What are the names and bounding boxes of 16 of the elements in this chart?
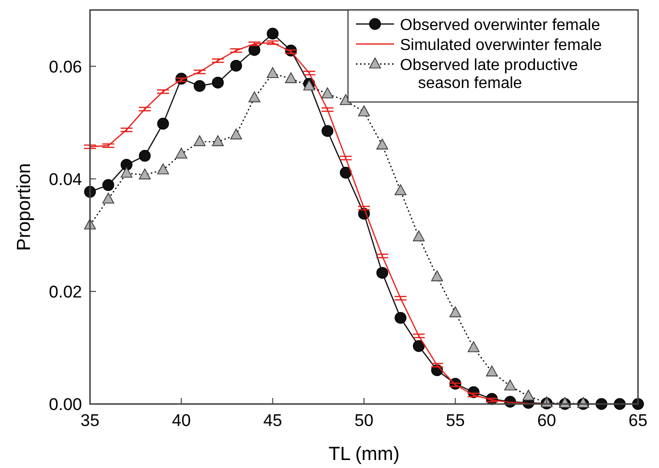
x-tick-label: 45 (263, 411, 282, 430)
x-tick-label: 50 (354, 411, 374, 430)
x-tick-label: 40 (172, 411, 191, 430)
y-tick-label: 0.02 (48, 282, 82, 302)
legend-label: Observed late productive season female (400, 57, 578, 92)
legend-label: Observed overwinter female (400, 17, 600, 34)
x-tick-label: 60 (537, 411, 556, 430)
y-tick-label: 0.00 (48, 395, 82, 414)
x-tick-label: 35 (80, 411, 100, 430)
x-axis-title: TL (mm) (328, 444, 400, 465)
x-tick-label: 55 (446, 411, 465, 430)
y-tick-label: 0.06 (48, 57, 82, 76)
legend-label: Simulated overwinter female (400, 37, 602, 54)
y-tick-label: 0.04 (48, 170, 82, 189)
x-tick-label: 65 (628, 411, 648, 430)
y-axis-title: Proportion (14, 163, 35, 251)
